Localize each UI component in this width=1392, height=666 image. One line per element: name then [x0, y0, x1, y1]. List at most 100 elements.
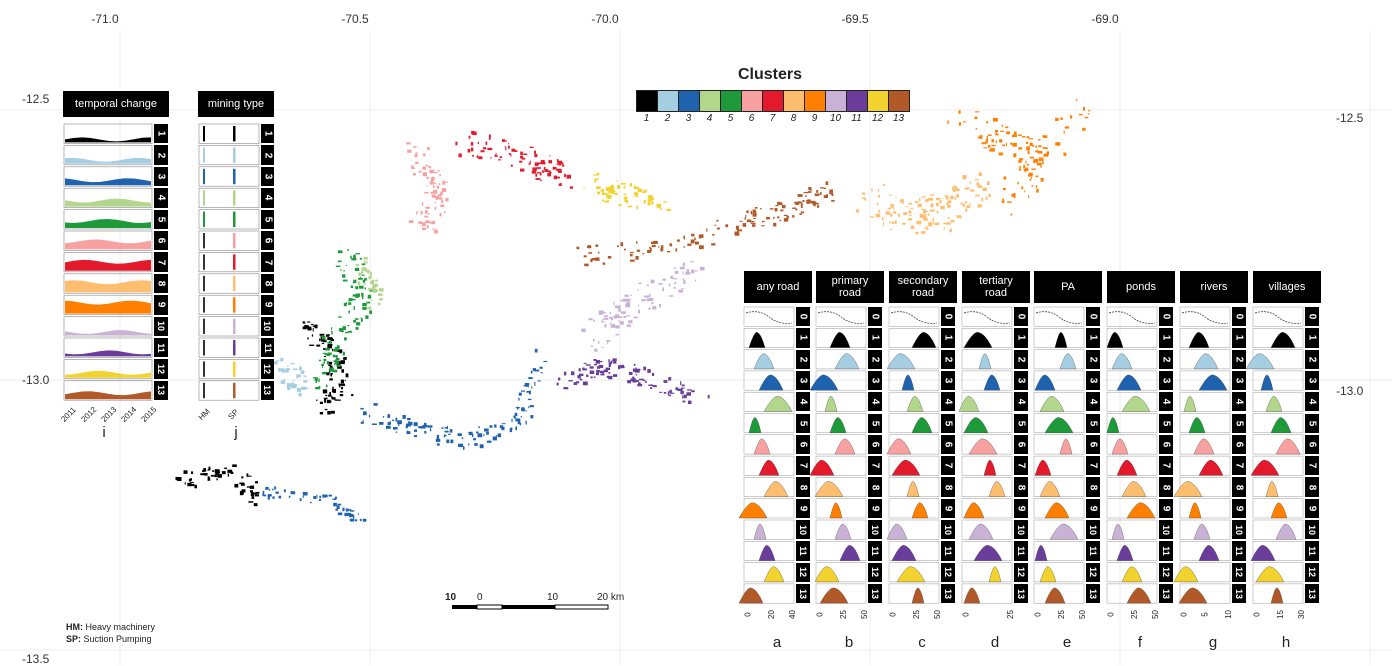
cluster-patch-3	[313, 496, 316, 499]
distance-density-2	[978, 353, 992, 370]
cluster-patch-9	[1031, 185, 1034, 187]
distance-row-frame	[888, 306, 940, 327]
mining-row-frame	[198, 294, 260, 315]
cluster-patch-11	[643, 379, 646, 382]
cluster-patch-1	[249, 490, 253, 493]
distance-density-1	[829, 332, 851, 348]
cluster-patch-8	[861, 192, 865, 194]
cluster-patch-10	[625, 315, 631, 317]
cluster-patch-11	[594, 363, 597, 366]
cluster-patch-11	[578, 373, 584, 377]
cluster-patch-1	[325, 394, 328, 397]
cluster-patch-8	[982, 187, 987, 191]
longitude-label: -70.0	[591, 12, 619, 26]
cluster-patch-2	[291, 382, 295, 385]
distance-row-frame	[961, 306, 1013, 327]
cluster-patch-9	[1006, 142, 1007, 146]
cluster-patch-3	[263, 494, 267, 497]
panel-letter-h: h	[1281, 634, 1291, 651]
distance-density-5	[1106, 417, 1120, 433]
cluster-patch-3	[529, 390, 531, 395]
cluster-patch-9	[1006, 131, 1010, 135]
cluster-patch-3	[518, 397, 520, 401]
distance-row-tab: 11	[796, 541, 810, 561]
distance-row-frame	[815, 306, 867, 327]
cluster-patch-11	[653, 373, 655, 376]
cluster-patch-6	[439, 197, 441, 200]
cluster-patch-13	[653, 240, 658, 244]
cluster-patch-8	[932, 220, 934, 224]
cluster-patch-12	[607, 195, 612, 199]
mining-row-tab: 9	[261, 295, 274, 315]
cluster-patch-9	[1076, 98, 1078, 102]
cluster-patch-4	[375, 279, 378, 282]
distance-row-tab: 7	[1232, 456, 1246, 476]
distance-row-tab: 5	[941, 413, 955, 433]
distance-row-tab: 12	[1232, 562, 1246, 582]
cluster-patch-10	[638, 309, 640, 314]
cluster-patch-13	[777, 201, 781, 205]
cluster-patch-1	[329, 391, 331, 395]
distance-row-frame	[1179, 477, 1231, 497]
distance-row-tab: 10	[1305, 520, 1319, 540]
cluster-patch-2	[303, 375, 307, 377]
distance-density-9	[911, 502, 929, 519]
cluster-patch-5	[361, 271, 363, 273]
cluster-patch-13	[774, 208, 778, 212]
cluster-patch-8	[975, 194, 980, 197]
cluster-patch-8	[928, 213, 930, 216]
cluster-patch-12	[606, 187, 611, 191]
cluster-patch-9	[1063, 130, 1065, 134]
cluster-patch-2	[292, 384, 297, 388]
cluster-patch-2	[300, 388, 306, 390]
cluster-patch-3	[537, 380, 541, 382]
cluster-patch-1	[332, 348, 334, 352]
cluster-patch-3	[525, 384, 529, 387]
distance-row-tab: 6	[1232, 434, 1246, 455]
cluster-patch-7	[556, 159, 559, 162]
cluster-patch-11	[632, 368, 636, 372]
cluster-patch-3	[288, 496, 290, 498]
distance-density-10	[968, 523, 994, 540]
cluster-patch-1	[247, 475, 252, 477]
cluster-patch-9	[986, 136, 988, 140]
cluster-patch-1	[227, 469, 233, 473]
cluster-patch-8	[964, 187, 970, 190]
distance-density-9	[1126, 502, 1156, 519]
cluster-patch-11	[686, 392, 691, 396]
cluster-patch-3	[322, 494, 327, 498]
cluster-patch-7	[470, 147, 474, 152]
cluster-patch-6	[411, 165, 414, 169]
distance-row-tab: 8	[1232, 477, 1246, 497]
cluster-patch-5	[352, 294, 356, 297]
cluster-patch-13	[712, 233, 715, 236]
cluster-patch-12	[609, 186, 615, 190]
distance-row-frame	[961, 583, 1013, 604]
cluster-patch-11	[568, 380, 573, 382]
cluster-patch-3	[316, 494, 318, 499]
cluster-patch-1	[345, 373, 349, 378]
mining-bar-hm-3	[203, 168, 205, 185]
mining-bar-sp-8	[233, 275, 236, 292]
temporal-row-frame	[63, 166, 153, 187]
cluster-patch-8	[949, 228, 952, 233]
cluster-patch-10	[615, 314, 620, 318]
cluster-patch-8	[887, 207, 891, 210]
temporal-area-9	[65, 300, 151, 314]
cluster-patch-7	[487, 147, 493, 151]
cluster-patch-13	[752, 209, 756, 213]
distance-row-tab: 7	[1014, 456, 1028, 476]
cluster-patch-5	[348, 310, 350, 314]
cluster-patch-1	[175, 476, 179, 481]
cluster-patch-4	[377, 284, 379, 286]
distance-density-2	[1193, 353, 1219, 370]
cluster-patch-12	[633, 192, 639, 196]
cluster-patch-13	[683, 246, 686, 248]
cluster-patch-11	[647, 369, 651, 373]
cluster-patch-9	[1035, 185, 1037, 188]
cluster-patch-3	[335, 508, 338, 511]
cluster-patch-6	[412, 167, 415, 170]
cluster-patch-4	[365, 269, 370, 273]
cluster-patch-5	[329, 367, 334, 372]
temporal-area-1	[65, 137, 151, 143]
